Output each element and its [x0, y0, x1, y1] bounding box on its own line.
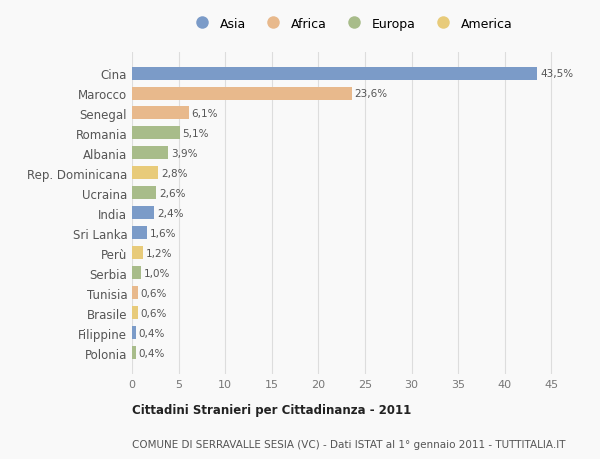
Text: 5,1%: 5,1% — [182, 129, 209, 139]
Bar — [132, 107, 189, 120]
Bar — [132, 267, 142, 280]
Bar — [132, 127, 179, 140]
Text: 43,5%: 43,5% — [540, 69, 574, 79]
Text: 1,2%: 1,2% — [146, 248, 172, 258]
Bar — [132, 247, 143, 260]
Bar — [132, 87, 352, 100]
Bar — [132, 67, 538, 80]
Text: 0,4%: 0,4% — [139, 348, 165, 358]
Text: 3,9%: 3,9% — [171, 149, 197, 159]
Text: COMUNE DI SERRAVALLE SESIA (VC) - Dati ISTAT al 1° gennaio 2011 - TUTTITALIA.IT: COMUNE DI SERRAVALLE SESIA (VC) - Dati I… — [132, 440, 566, 449]
Text: 2,8%: 2,8% — [161, 168, 187, 179]
Bar — [132, 227, 147, 240]
Legend: Asia, Africa, Europa, America: Asia, Africa, Europa, America — [186, 14, 516, 34]
Text: 0,4%: 0,4% — [139, 328, 165, 338]
Text: 1,6%: 1,6% — [150, 229, 176, 238]
Bar — [132, 147, 169, 160]
Bar — [132, 167, 158, 180]
Bar — [132, 187, 156, 200]
Bar — [132, 307, 137, 319]
Text: 2,4%: 2,4% — [157, 208, 184, 218]
Text: 2,6%: 2,6% — [159, 189, 185, 198]
Text: 0,6%: 0,6% — [140, 288, 167, 298]
Bar — [132, 207, 154, 220]
Text: 1,0%: 1,0% — [144, 268, 170, 278]
Bar — [132, 327, 136, 340]
Bar — [132, 287, 137, 300]
Text: 6,1%: 6,1% — [191, 109, 218, 119]
Text: Cittadini Stranieri per Cittadinanza - 2011: Cittadini Stranieri per Cittadinanza - 2… — [132, 403, 411, 416]
Bar — [132, 347, 136, 359]
Text: 23,6%: 23,6% — [355, 89, 388, 99]
Text: 0,6%: 0,6% — [140, 308, 167, 318]
